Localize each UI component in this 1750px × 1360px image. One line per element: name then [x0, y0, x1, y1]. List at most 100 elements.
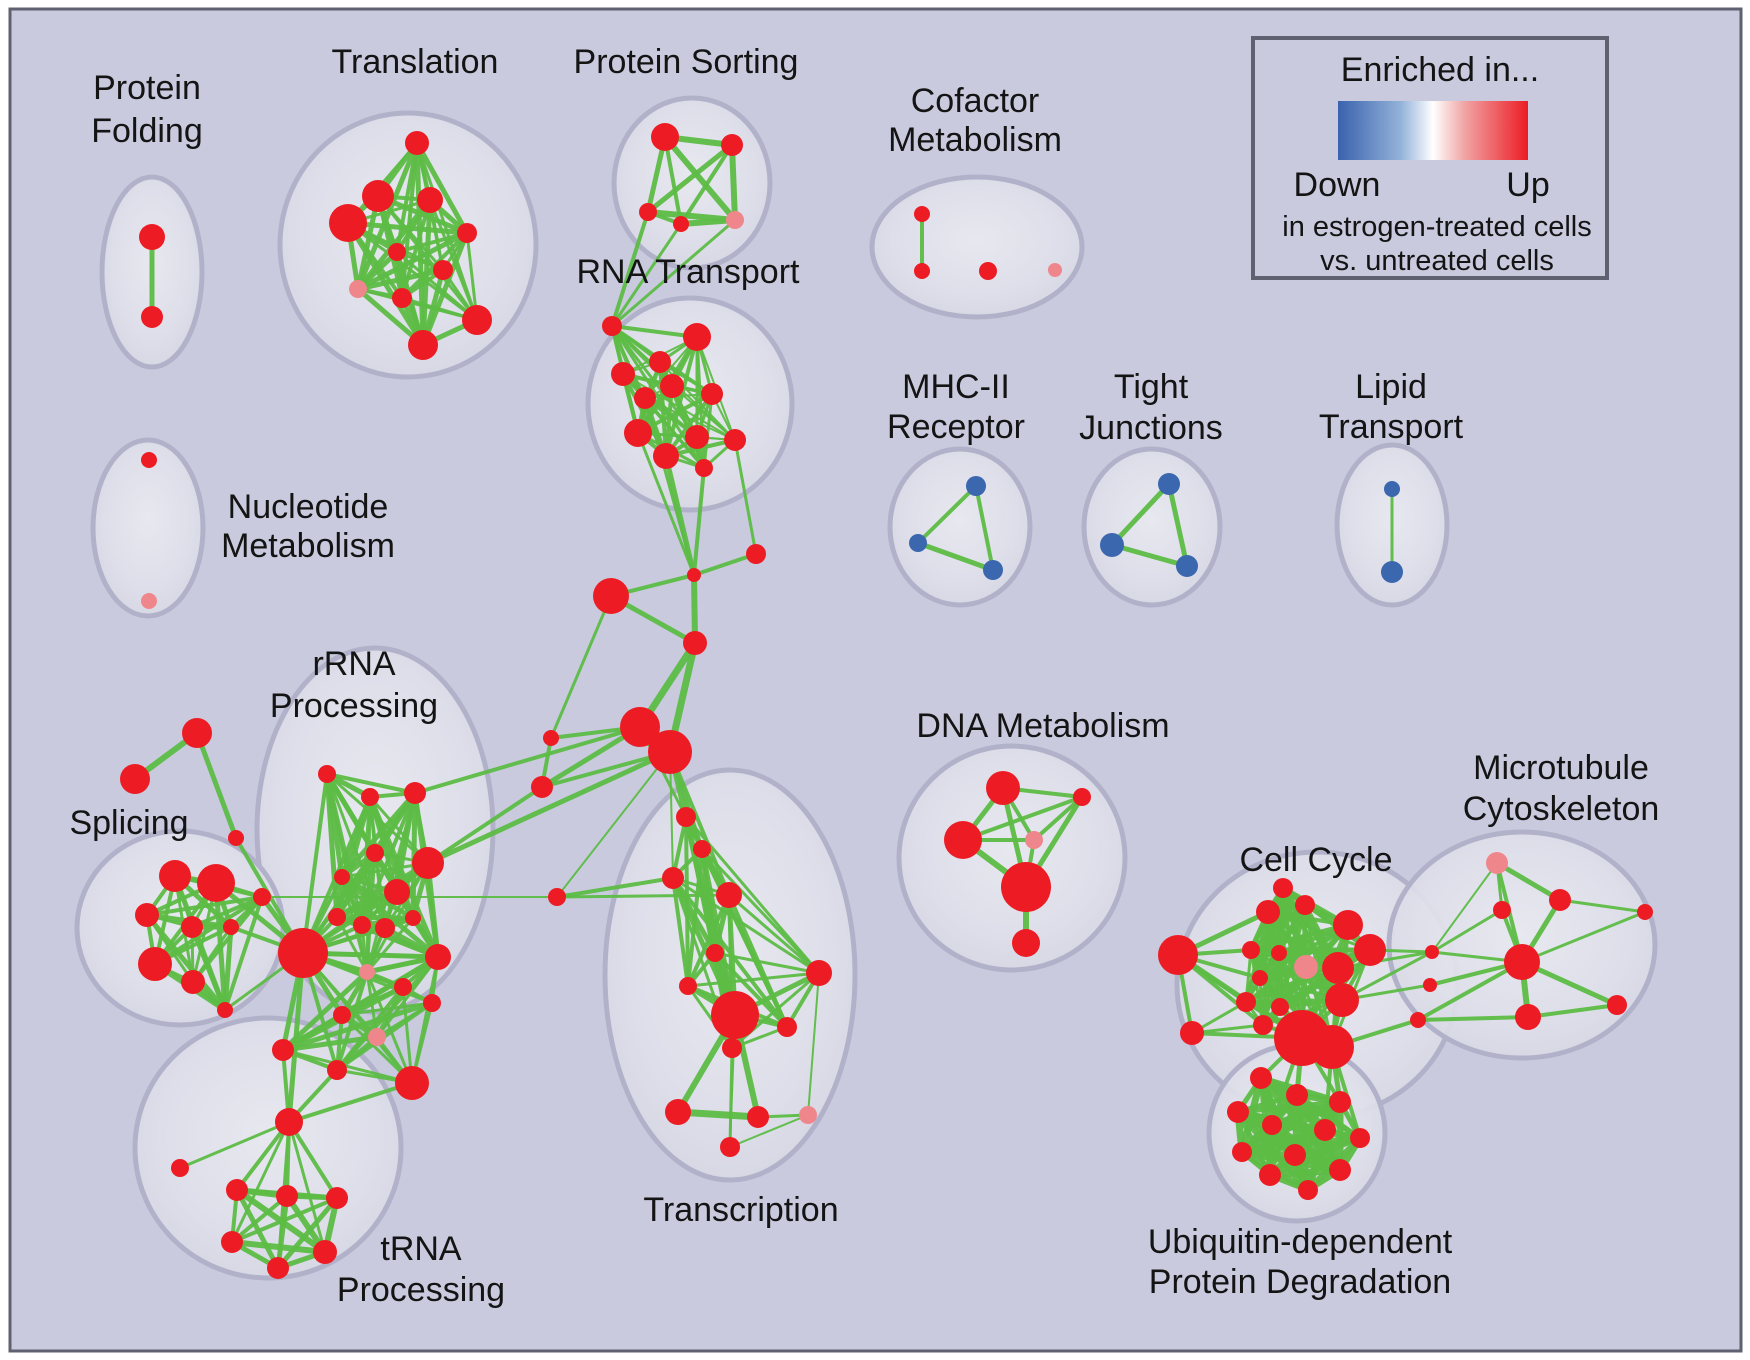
cluster-label-protein-sorting-line0: Protein Sorting	[574, 43, 799, 81]
cluster-label-cofactor-metabolism-line1: Metabolism	[888, 121, 1062, 159]
node-t10	[462, 305, 492, 335]
edge-thub-th4	[230, 1121, 291, 1243]
edge-rt8-xx1	[636, 432, 696, 576]
node-m2	[909, 534, 927, 552]
node-thub	[275, 1108, 303, 1136]
edge-thub-tl	[179, 1120, 290, 1170]
edge-tx13-tx12	[729, 1114, 809, 1148]
node-r8	[328, 908, 346, 926]
node-t3	[417, 187, 443, 213]
node-r5	[334, 869, 350, 885]
node-t9	[392, 288, 412, 308]
edge-th1-th6	[234, 1188, 281, 1270]
node-r14	[368, 1028, 386, 1046]
edge-r12-r20	[365, 971, 414, 1084]
node-ccb	[1180, 1021, 1204, 1045]
cluster-label-transcription-line0: Transcription	[643, 1191, 838, 1229]
node-rt6	[701, 383, 723, 405]
node-c6	[1271, 945, 1287, 961]
edge-t4-t10	[347, 221, 478, 322]
node-h1	[620, 707, 660, 747]
edge-r8-r12	[335, 916, 369, 973]
node-u3	[1329, 1091, 1351, 1113]
edge-mt2-mt7	[1559, 898, 1646, 914]
edge-d2-d3	[962, 795, 1083, 842]
node-cf2	[914, 263, 930, 279]
edge-tx12-tx7	[807, 972, 820, 1116]
edge-xx2-xx1	[693, 552, 757, 577]
edge-rt12-xx1	[692, 467, 706, 576]
node-s3	[135, 903, 159, 927]
node-d6	[1012, 929, 1040, 957]
node-c8	[1322, 952, 1354, 984]
node-tx3	[662, 867, 684, 889]
node-tx9	[722, 1038, 742, 1058]
node-s4	[181, 916, 203, 938]
node-s7	[181, 970, 205, 994]
node-r18	[272, 1039, 294, 1061]
node-m3	[983, 560, 1003, 580]
edge-mt5-mt6	[1527, 1003, 1618, 1019]
node-t6	[388, 243, 406, 261]
node-r4	[366, 844, 384, 862]
legend: Enriched in... Down Up in estrogen-treat…	[1251, 36, 1609, 280]
cluster-label-dna-metabolism-line0: DNA Metabolism	[916, 707, 1169, 745]
cluster-label-cell-cycle-line0: Cell Cycle	[1239, 841, 1392, 879]
node-d1	[986, 771, 1020, 805]
legend-caption-line2: vs. untreated cells	[1320, 245, 1554, 277]
edge-x1-x3	[194, 732, 239, 839]
node-th4	[221, 1231, 243, 1253]
edge-ps5-rt1	[611, 218, 736, 328]
node-m1	[966, 476, 986, 496]
cluster-ellipse-tight-junctions	[1081, 446, 1223, 608]
node-x1	[182, 718, 212, 748]
node-c13	[1253, 1015, 1273, 1035]
edge-rt4-rt11	[621, 373, 668, 457]
edge-thub-th1	[235, 1120, 291, 1192]
node-r11	[405, 910, 421, 926]
edge-rt7-rt12	[643, 397, 706, 469]
node-c5	[1242, 941, 1260, 959]
node-th6	[267, 1257, 289, 1279]
cluster-label-translation-line0: Translation	[332, 43, 499, 81]
node-s5	[223, 919, 239, 935]
edge-lc-tx4	[556, 893, 730, 899]
node-s6	[138, 947, 172, 981]
edge-ps3-rt1	[610, 211, 650, 327]
edge-la-xx3	[549, 595, 613, 739]
node-layer	[120, 123, 1653, 1279]
node-u12	[1298, 1180, 1318, 1200]
node-r6	[384, 879, 410, 905]
cluster-label-splicing-line0: Splicing	[69, 804, 188, 842]
edge-tx10-tx11	[677, 1108, 759, 1121]
cluster-label-tight-junctions-line0: Tight	[1114, 368, 1189, 406]
node-cf3	[979, 262, 997, 280]
cluster-label-protein-folding-line0: Protein	[93, 69, 201, 107]
node-r9	[353, 916, 371, 934]
node-ps1	[651, 123, 679, 151]
node-u5	[1262, 1115, 1282, 1135]
edge-ps1-ps5	[662, 135, 738, 222]
node-r15	[333, 1006, 351, 1024]
node-mt2	[1549, 889, 1571, 911]
node-rt4	[611, 362, 635, 386]
cluster-label-rrna-processing-line0: rRNA	[312, 645, 395, 683]
edge-mt1-mt2	[1495, 860, 1562, 903]
node-c14	[1273, 878, 1293, 898]
edge-tx4-tx6	[686, 894, 731, 987]
cluster-label-lipid-transport-line0: Lipid	[1355, 368, 1427, 406]
cluster-label-nucleotide-metabolism-line0: Nucleotide	[228, 488, 389, 526]
edge-t5-t8	[356, 230, 469, 292]
edge-r17-r18	[282, 1000, 433, 1053]
node-r19	[327, 1060, 347, 1080]
cluster-label-ubiquitin-dependent-protein-degradation-line1: Protein Degradation	[1149, 1263, 1451, 1301]
cluster-label-lipid-transport-line1: Transport	[1319, 408, 1464, 446]
edge-u10-u11	[1269, 1166, 1341, 1179]
edge-t3-t10	[428, 199, 479, 321]
node-u2	[1286, 1084, 1308, 1106]
node-t5	[457, 223, 477, 243]
edge-r18-r20	[282, 1048, 413, 1085]
cluster-label-microtubule-cytoskeleton-line1: Cytoskeleton	[1463, 790, 1660, 828]
edge-s3-s9	[146, 895, 263, 917]
node-cr3	[1410, 1012, 1426, 1028]
